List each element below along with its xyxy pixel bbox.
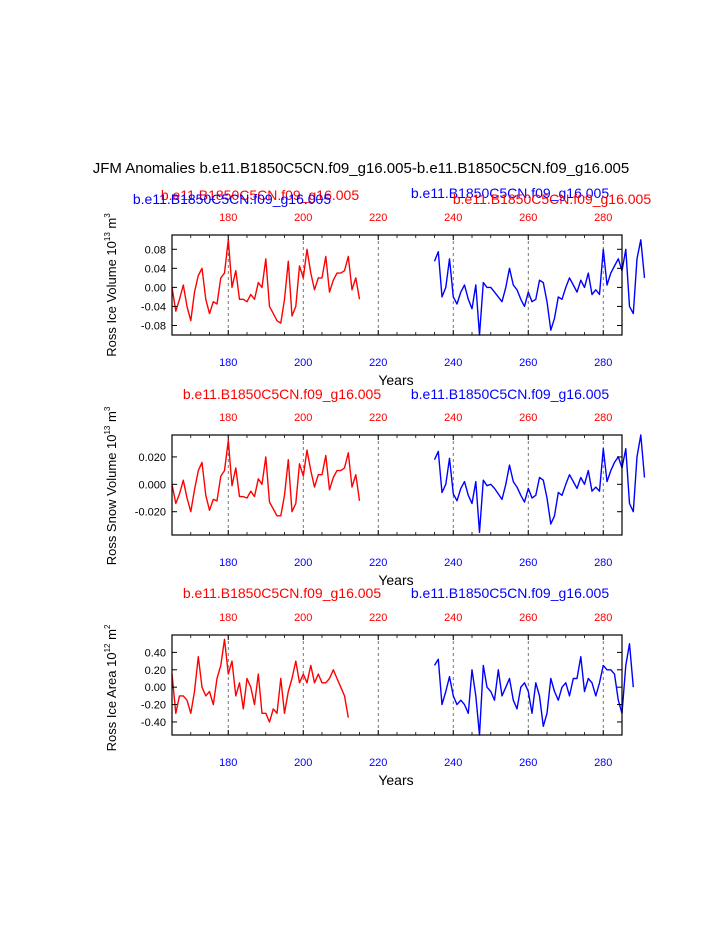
panel-ice-volume: b.e11.B1850C5CN.f09_g16.005 b.e11.B1850C… xyxy=(103,185,651,388)
panel-2-ytick-label-0: -0.020 xyxy=(135,507,166,519)
panel-3-xtick-label-bottom-0: 180 xyxy=(219,757,237,769)
panel-3-top-right-label: b.e11.B1850C5CN.f09_g16.005 xyxy=(411,585,609,601)
panel-3-ylabel-exp: 12 xyxy=(103,643,112,652)
panel-3-xtick-label-top-3: 240 xyxy=(444,612,462,624)
panel-2-series-red-line xyxy=(171,439,361,517)
panel-1-ytick-label-3: 0.04 xyxy=(145,263,166,275)
panel-2-xtick-label-top-5: 280 xyxy=(594,412,612,424)
panel-1-xtick-label-bottom-3: 240 xyxy=(444,357,462,369)
panel-3-xtick-label-bottom-2: 220 xyxy=(369,757,387,769)
panel-1-xtick-label-bottom-2: 220 xyxy=(369,357,387,369)
panel-2-xtick-label-bottom-5: 280 xyxy=(594,557,612,569)
panel-3-xtick-label-top-2: 220 xyxy=(369,612,387,624)
panel-1-xlabel: Years xyxy=(378,372,413,388)
panel-2-ylabel-main: Ross Snow Volume 10 xyxy=(104,435,119,566)
panel-1-ylabel-main: Ross Ice Volume 10 xyxy=(104,241,119,357)
panel-1-xtick-label-top-5: 280 xyxy=(594,212,612,224)
panel-3-xtick-label-bottom-5: 280 xyxy=(594,757,612,769)
panel-1-ylabel: Ross Ice Volume 1013 m3 xyxy=(103,213,119,357)
panel-3-xtick-label-top-5: 280 xyxy=(594,612,612,624)
panel-2-xtick-label-top-2: 220 xyxy=(369,412,387,424)
panel-2-xtick-label-bottom-3: 240 xyxy=(444,557,462,569)
panel-1-xtick-label-top-1: 200 xyxy=(294,212,312,224)
panel-2-ytick-label-2: 0.020 xyxy=(138,452,166,464)
panel-3-xtick-label-bottom-4: 260 xyxy=(519,757,537,769)
panel-2-plot-frame xyxy=(171,434,623,536)
panel-1-ytick-label-0: -0.08 xyxy=(141,320,166,332)
panel-2-top-right-label: b.e11.B1850C5CN.f09_g16.005 xyxy=(411,386,609,402)
panel-2-series-blue-line xyxy=(433,434,646,533)
panel-1-series-red-line xyxy=(171,239,361,324)
panel-3-ytick-label-3: 0.20 xyxy=(145,665,166,677)
panel-2-xtick-label-bottom-1: 200 xyxy=(294,557,312,569)
panel-3-xtick-label-bottom-3: 240 xyxy=(444,757,462,769)
panel-1-ylabel-exp: 13 xyxy=(103,232,112,241)
panel-1-xtick-label-top-0: 180 xyxy=(219,212,237,224)
panel-2-xtick-label-top-1: 200 xyxy=(294,412,312,424)
panel-1-ytick-label-2: 0.00 xyxy=(145,282,166,294)
panel-3-ylabel-unit: m xyxy=(104,629,119,643)
panel-3-ylabel-main: Ross Ice Area 10 xyxy=(104,652,119,751)
panel-1-ylabel-unit: m xyxy=(104,218,119,232)
panel-2-ylabel-exp: 13 xyxy=(103,425,112,434)
panel-3-xtick-label-top-1: 200 xyxy=(294,612,312,624)
panel-3-ytick-label-4: 0.40 xyxy=(145,647,166,659)
panel-1-xtick-label-bottom-4: 260 xyxy=(519,357,537,369)
panel-2-xtick-label-top-4: 260 xyxy=(519,412,537,424)
panel-1-over-left-label: b.e11.B1850C5CN.f09_g16.005 xyxy=(133,191,331,207)
panel-1-over-right-label: b.e11.B1850C5CN.f09_g16.005 xyxy=(453,191,651,207)
figure-title: JFM Anomalies b.e11.B1850C5CN.f09_g16.00… xyxy=(93,160,629,177)
panel-3-series-blue-line xyxy=(433,643,634,736)
panel-2-ylabel: Ross Snow Volume 1013 m3 xyxy=(103,406,119,565)
panel-2-ylabel-unit: m xyxy=(104,411,119,425)
panel-2-top-left-label: b.e11.B1850C5CN.f09_g16.005 xyxy=(183,386,381,402)
panel-1-ytick-label-4: 0.08 xyxy=(145,244,166,256)
panel-2-xtick-label-bottom-4: 260 xyxy=(519,557,537,569)
panel-1-xtick-label-top-2: 220 xyxy=(369,212,387,224)
panel-2-xtick-label-top-0: 180 xyxy=(219,412,237,424)
panel-3-series-red-line xyxy=(171,638,349,723)
panel-3-ylabel: Ross Ice Area 1012 m2 xyxy=(103,624,119,751)
panel-3-xlabel: Years xyxy=(378,772,413,788)
panel-3-ytick-label-2: 0.00 xyxy=(145,682,166,694)
panel-1-xtick-label-top-3: 240 xyxy=(444,212,462,224)
panel-3-ytick-label-1: -0.20 xyxy=(141,700,166,712)
panel-3-ylabel-unit-exp: 2 xyxy=(103,624,112,629)
panel-3-xtick-label-top-4: 260 xyxy=(519,612,537,624)
panel-1-top-right-label: b.e11.B1850C5CN.f09_g16.005 xyxy=(411,185,609,201)
panel-1-xtick-label-top-4: 260 xyxy=(519,212,537,224)
panel-1-ylabel-unit-exp: 3 xyxy=(103,213,112,218)
panel-2-ytick-label-1: 0.000 xyxy=(138,479,166,491)
panel-2-xtick-label-top-3: 240 xyxy=(444,412,462,424)
panel-3-xtick-label-bottom-1: 200 xyxy=(294,757,312,769)
panel-2-xtick-label-bottom-2: 220 xyxy=(369,557,387,569)
panel-3-top-left-label: b.e11.B1850C5CN.f09_g16.005 xyxy=(183,585,381,601)
panel-3-xtick-label-top-0: 180 xyxy=(219,612,237,624)
panel-1-xtick-label-bottom-5: 280 xyxy=(594,357,612,369)
panel-1-top-left-label: b.e11.B1850C5CN.f09_g16.005 xyxy=(161,187,359,203)
panel-1-xtick-label-bottom-1: 200 xyxy=(294,357,312,369)
panel-2-xtick-label-bottom-0: 180 xyxy=(219,557,237,569)
panel-2-xlabel: Years xyxy=(378,572,413,588)
panel-1-ytick-label-1: -0.04 xyxy=(141,301,166,313)
panel-2-ylabel-unit-exp: 3 xyxy=(103,406,112,411)
panel-snow-volume: b.e11.B1850C5CN.f09_g16.005 b.e11.B1850C… xyxy=(103,386,646,588)
panel-1-series-blue-line xyxy=(433,239,646,336)
panel-3-ytick-label-0: -0.40 xyxy=(141,717,166,729)
panel-1-xtick-label-bottom-0: 180 xyxy=(219,357,237,369)
panel-ice-area: b.e11.B1850C5CN.f09_g16.005 b.e11.B1850C… xyxy=(103,585,634,788)
